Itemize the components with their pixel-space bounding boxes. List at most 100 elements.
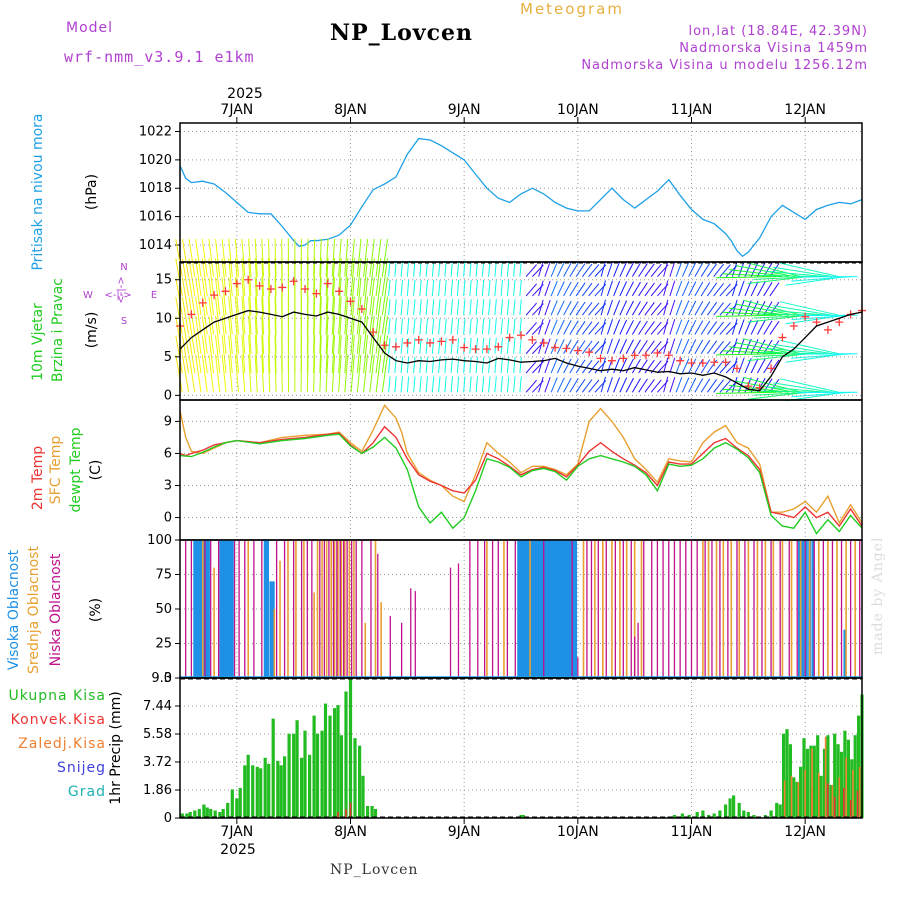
wind-arrow [350,238,355,277]
wind-arrow [356,335,362,374]
wind-speed-line [179,309,863,392]
wind-arrow [444,299,447,316]
wind-arrow [344,296,349,335]
gust-marker [585,348,594,357]
precip-bar [287,733,291,818]
wind-arrow [494,279,497,296]
wind-arrow [221,315,227,354]
wind-arrow [394,299,397,316]
wind-arrow [431,357,435,374]
precip-bar [283,756,287,818]
precip-bar [271,718,275,818]
precip-bar [263,757,267,818]
bottom-xtick-label-5: 12JAN [784,824,826,840]
wind-arrow [469,357,472,374]
wind-arrow [513,318,516,335]
wind-arrow [181,296,190,335]
wind-arrow [344,354,349,393]
wind-arrow [722,311,783,316]
wind-arrow [769,321,780,335]
wind-arrow [606,319,613,335]
wind-arrow [369,277,375,316]
wind-arrow [331,354,336,393]
wind-arrow [488,376,491,393]
wind-arrow [195,258,202,296]
wind-arrow [208,354,215,393]
wind-arrow [248,257,252,296]
wind-arrow [188,316,196,354]
wind-arrow [195,335,202,374]
gust-marker [357,305,366,314]
wind-arrow [669,376,676,393]
wind-arrow [744,300,752,316]
wind-arrow [444,279,447,296]
wind-arrow [488,337,491,354]
wind-arrow [694,358,704,374]
wind-arrow [175,277,183,316]
wind-arrow [475,357,478,374]
precip-bar [279,765,283,818]
wind-arrow [550,377,558,393]
wind-arrow [208,335,215,374]
wind-arrow [716,391,777,394]
precip-bar [303,730,307,818]
wind-arrow [700,320,711,335]
wind-arrow [700,301,711,316]
pressure-line [179,137,863,258]
precip-bar [795,781,799,818]
precip-bar [809,745,813,818]
wind-arrow [769,282,780,297]
wind-arrow [506,376,510,393]
wind-arrow [338,335,342,374]
gust-marker [732,364,741,373]
bottom-xtick-label-2: 9JAN [448,824,481,840]
wind-arrow [438,318,441,335]
gust-marker [198,298,207,307]
wind-arrow [780,262,839,278]
compass-arrow-horizontal: <-|-> [104,290,131,301]
wind-arrow [669,280,676,297]
wind-arrow [234,296,240,335]
wind-arrow [228,296,233,335]
wind-arrow [707,282,718,297]
precip-bar [209,809,213,818]
wind-arrow [381,258,388,296]
wind-arrow [215,277,221,316]
precip-bar [831,784,834,818]
wind-arrow [731,357,738,374]
wind-arrow [669,338,676,354]
wind-arrow [625,358,634,374]
wind-arrow [208,238,215,277]
gust-marker [653,348,662,357]
footer-station: NP_Lovcen [330,862,419,878]
wind-arrow [181,354,190,393]
wind-arrow [544,280,551,297]
wind-arrow [381,277,388,316]
wind-arrow [195,296,202,335]
gust-marker [448,335,457,344]
precip-bar [361,775,365,818]
wind-arrow [381,316,388,354]
wind-arrow [248,277,252,316]
wind-arrow [425,279,428,296]
wind-arrow [221,354,227,393]
wind-arrow [475,299,478,316]
wind-arrow [694,301,704,316]
wind-arrow [766,347,827,355]
wind-arrow [381,335,388,374]
wind-arrow [700,359,711,374]
wind-arrow [638,378,648,393]
wind-arrow [575,263,586,277]
precip-bar [320,730,324,818]
wind-arrow [688,339,697,354]
wind-unit-label: (m/s) [84,312,100,349]
precip-bar [778,804,782,818]
gust-marker [323,279,332,288]
precip-bar [348,679,353,818]
precip-bar [308,754,312,818]
temp-axis-title-sfc: SFC Temp [48,436,64,505]
wind-arrow [569,262,579,277]
precip-bar [805,748,809,818]
precip-bar [858,766,861,818]
wind-arrow [663,318,669,335]
